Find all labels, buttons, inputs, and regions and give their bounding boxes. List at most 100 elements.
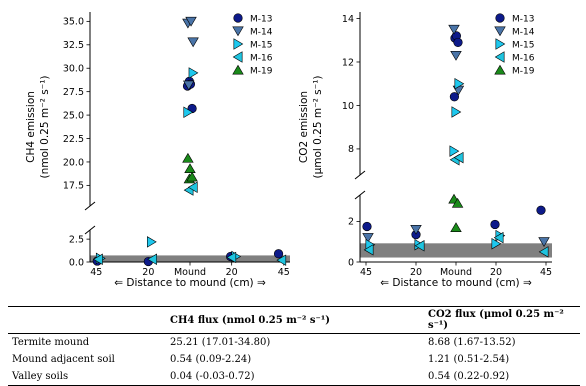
data-point-m-16 (276, 254, 287, 266)
y-tick-label: 25.0 (63, 110, 84, 121)
data-point-m-19 (450, 222, 462, 232)
data-point-m-16 (363, 244, 374, 256)
y-tick-label: 0.0 (69, 257, 84, 268)
data-point-m-16 (414, 240, 425, 252)
data-point-m-15 (451, 106, 462, 118)
x-tick-label: 20 (490, 267, 502, 278)
flux-summary-table: CH4 flux (nmol 0.25 m⁻² s⁻¹) CO2 flux (μ… (8, 306, 580, 386)
data-point-m-13 (449, 92, 460, 102)
chart-co2: 8 10 12 14 0 2 45 20 Mound 20 45 ⇐ Distance to moun… (298, 12, 552, 289)
table-row: Mound adjacent soil 0.54 (0.09-2.24) 1.2… (8, 351, 580, 368)
row-label: Valley soils (12, 371, 69, 382)
x-axis-label: ⇐ Distance to mound (cm) ⇒ (114, 277, 266, 289)
data-point-m-16 (493, 231, 504, 244)
data-point-m-19 (182, 152, 194, 163)
row-label: Mound adjacent soil (12, 354, 115, 365)
y-tick-label: 30.0 (63, 64, 84, 75)
legend-label: M-19 (250, 66, 273, 76)
legend-label: M-16 (512, 53, 535, 63)
legend-marker-m-19 (494, 64, 506, 75)
data-point-m-14 (410, 225, 422, 235)
data-point-m-15 (491, 238, 502, 250)
table-row: Valley soils 0.04 (-0.03-0.72) 0.54 (0.2… (8, 368, 580, 386)
table-header-co2: CO2 flux (μmol 0.25 m⁻² s⁻¹) (428, 309, 564, 331)
data-point-m-16 (453, 151, 464, 164)
chart-ch4: 17.5 20.0 22.5 25.0 27.5 30.0 32.5 35.0 0.0 2.5 45… (25, 12, 290, 289)
x-tick-label: 45 (540, 267, 552, 278)
data-point-m-14 (185, 16, 197, 27)
legend-label: M-15 (250, 40, 272, 50)
y-tick-label: 14 (342, 14, 354, 25)
x-tick-label: Mound (174, 267, 206, 278)
x-tick-label: 45 (360, 267, 372, 278)
y-tick-label: 20.0 (63, 157, 84, 168)
data-point-m-16 (538, 246, 549, 258)
data-point-m-14 (362, 233, 374, 243)
data-point-m-14 (538, 237, 550, 247)
data-point-m-13 (362, 221, 372, 232)
y-tick-label: 2.5 (69, 234, 84, 245)
data-point-m-16 (187, 181, 198, 193)
legend-marker-m-16 (494, 51, 505, 63)
x-tick-label: 20 (410, 267, 422, 278)
data-point-m-19 (451, 197, 464, 208)
row-co2: 1.21 (0.51-2.54) (428, 354, 510, 365)
y-tick-label: 0 (348, 257, 354, 268)
axis-break-mark (84, 201, 96, 211)
data-point-m-19 (186, 171, 198, 182)
legend-marker-m-16 (232, 51, 243, 63)
axis-break-mark (354, 190, 366, 200)
y-tick-label: 8 (348, 144, 354, 155)
y-axis-label-units: (nmol 0.25 m⁻² s⁻¹) (39, 75, 51, 178)
x-axis-label: ⇐ Distance to mound (cm) ⇒ (380, 277, 532, 289)
legend-label: M-14 (250, 27, 273, 37)
row-co2: 8.68 (1.67-13.52) (428, 337, 516, 348)
legend-label: M-13 (512, 14, 534, 24)
y-tick-label: 2 (348, 217, 354, 228)
table-row: Termite mound 25.21 (17.01-34.80) 8.68 (… (8, 334, 580, 352)
data-point-m-19 (184, 163, 196, 173)
y-tick-label: 10 (342, 101, 354, 112)
table-header-row: CH4 flux (nmol 0.25 m⁻² s⁻¹) CO2 flux (μ… (8, 306, 580, 334)
legend-label: M-15 (512, 40, 534, 50)
row-co2: 0.54 (0.22-0.92) (428, 371, 510, 382)
legend-marker-m-15 (495, 38, 506, 50)
legend-marker-m-19 (232, 64, 244, 75)
x-tick-label: 45 (278, 267, 290, 278)
y-tick-label: 35.0 (63, 17, 84, 28)
y-tick-label: 32.5 (63, 40, 84, 51)
legend-label: M-19 (512, 66, 535, 76)
x-tick-label: 20 (226, 267, 238, 278)
row-ch4: 0.54 (0.09-2.24) (170, 354, 252, 365)
legend-marker-m-13 (495, 13, 505, 23)
legend-marker-m-13 (233, 13, 243, 23)
y-axis-label: CH4 emission (25, 91, 37, 163)
data-point-m-15 (146, 236, 157, 248)
x-tick-label: 20 (142, 267, 154, 278)
legend-marker-m-14 (232, 26, 244, 37)
data-point-m-14 (448, 24, 460, 35)
data-point-m-13 (453, 37, 463, 48)
valley-band (90, 255, 290, 262)
valley-band (360, 243, 552, 258)
data-point-m-13 (536, 205, 546, 215)
y-axis-label-units: (μmol 0.25 m⁻² s⁻¹) (312, 75, 324, 178)
data-point-m-15 (188, 67, 199, 79)
data-point-m-14 (183, 80, 195, 91)
y-tick-label: 12 (342, 57, 354, 68)
figure: 17.5 20.0 22.5 25.0 27.5 30.0 32.5 35.0 0.0 2.5 45… (25, 12, 552, 289)
axis-break-mark (354, 170, 366, 180)
legend-label: M-16 (250, 53, 273, 63)
data-point-m-13 (273, 249, 284, 259)
table-header-ch4: CH4 flux (nmol 0.25 m⁻² s⁻¹) (170, 314, 330, 326)
row-ch4: 0.04 (-0.03-0.72) (170, 371, 255, 382)
row-ch4: 25.21 (17.01-34.80) (170, 337, 271, 348)
legend-marker-m-14 (494, 26, 506, 37)
data-point-m-14 (187, 37, 199, 48)
y-tick-label: 27.5 (63, 87, 84, 98)
data-point-m-14 (450, 51, 462, 61)
legend-label: M-14 (512, 27, 535, 37)
data-point-m-16 (93, 253, 103, 265)
data-point-m-15 (454, 77, 465, 90)
y-axis-label: CO2 emission (298, 91, 310, 163)
